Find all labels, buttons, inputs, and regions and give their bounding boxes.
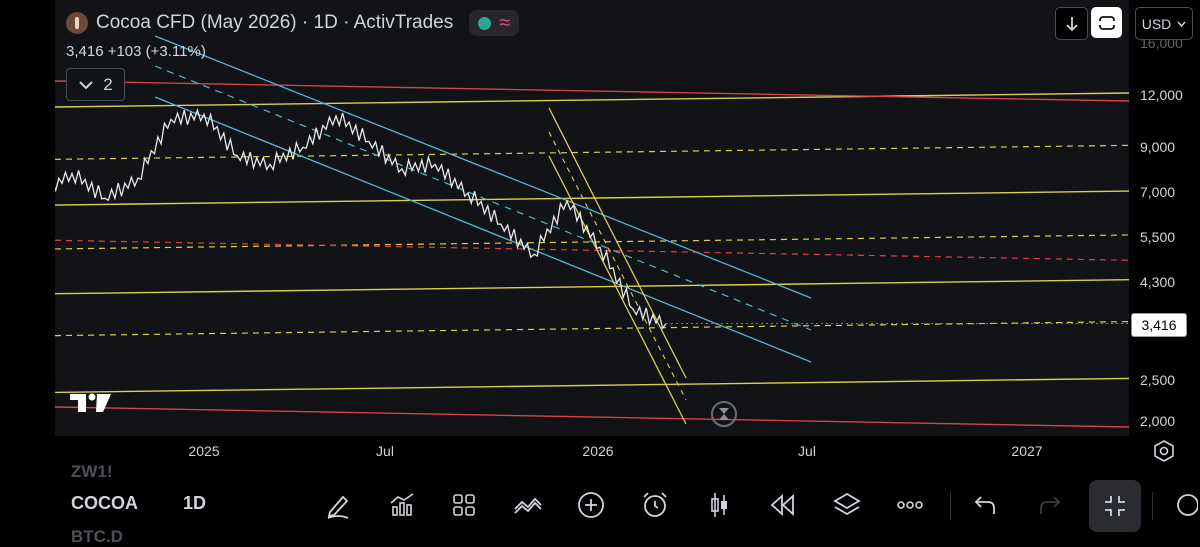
yellow-level-line xyxy=(55,279,1129,295)
add-button[interactable] xyxy=(574,488,608,522)
alert-button[interactable] xyxy=(638,488,672,522)
red-level-line xyxy=(55,406,1129,428)
channel-lower-line xyxy=(154,96,812,363)
redo-button[interactable] xyxy=(1033,488,1067,522)
more-button[interactable] xyxy=(893,488,927,522)
redo-icon xyxy=(1040,496,1061,514)
yellow-level-line xyxy=(55,92,1129,108)
market-open-icon xyxy=(478,16,492,30)
plot-panel[interactable] xyxy=(55,0,1129,436)
hourglass-icon[interactable] xyxy=(711,401,737,427)
time-tick: Jul xyxy=(376,443,394,459)
fullscreen-icon xyxy=(1097,15,1116,30)
replay-button[interactable] xyxy=(766,488,800,522)
red-level-line xyxy=(55,80,1129,102)
price-tick: 9,000 xyxy=(1140,139,1176,155)
drawing-tool-button[interactable] xyxy=(321,488,355,522)
steep-channel-line xyxy=(548,107,687,379)
currency-label: USD xyxy=(1141,15,1172,32)
layers-button[interactable] xyxy=(830,488,864,522)
chart-icon xyxy=(390,493,414,516)
gear-icon[interactable] xyxy=(1153,440,1175,462)
collapse-icon xyxy=(1105,496,1125,516)
symbol-selector[interactable]: COCOA xyxy=(71,493,138,513)
alarm-clock-icon xyxy=(643,492,667,517)
fullscreen-button[interactable] xyxy=(1091,7,1122,38)
bar-style-button[interactable] xyxy=(702,488,736,522)
indicator-count: 2 xyxy=(103,74,113,94)
plus-circle-icon xyxy=(578,492,604,518)
time-tick: 2025 xyxy=(188,443,220,459)
price-tick: 12,000 xyxy=(1140,87,1183,103)
layouts-button[interactable] xyxy=(447,488,481,522)
toolbar-divider xyxy=(950,492,951,520)
arrow-down-icon xyxy=(1065,16,1078,31)
more-icon xyxy=(897,501,923,509)
time-axis[interactable] xyxy=(55,436,1129,470)
chevron-down-icon xyxy=(79,80,93,89)
wave-icon: ≈ xyxy=(499,12,511,34)
undo-button[interactable] xyxy=(968,488,1002,522)
rewind-icon xyxy=(770,493,794,517)
time-tick: Jul xyxy=(798,443,816,459)
candles-icon xyxy=(711,493,727,517)
market-status[interactable]: ≈ xyxy=(469,10,520,36)
price-tick: 2,500 xyxy=(1140,372,1176,388)
bottom-toolbar xyxy=(0,470,1200,540)
extra-tool-button[interactable] xyxy=(1170,488,1200,522)
yellow-level-line xyxy=(55,377,1129,394)
time-tick: 2026 xyxy=(582,443,614,459)
yellow-dashed-level-line xyxy=(55,234,1129,250)
price-tick: 2,000 xyxy=(1140,413,1176,429)
grid-icon xyxy=(453,494,475,516)
channel-upper-line xyxy=(154,35,812,299)
channel-mid-line xyxy=(154,65,812,331)
yellow-dashed-level-line xyxy=(55,144,1129,160)
price-series-line xyxy=(55,108,667,330)
time-tick: 2027 xyxy=(1011,443,1043,459)
compare-button[interactable] xyxy=(511,488,545,522)
steep-channel-mid-line xyxy=(548,131,687,401)
symbol-ghost-above: ZW1! xyxy=(71,462,113,481)
currency-select[interactable]: USD xyxy=(1135,7,1193,40)
undo-icon xyxy=(974,496,995,514)
red-dashed-level-line xyxy=(55,239,1129,261)
price-tick: 5,500 xyxy=(1140,229,1176,245)
pen-icon xyxy=(327,495,349,519)
indicators-toggle[interactable]: 2 xyxy=(66,68,125,101)
price-change: 3,416 +103 (+3.11%) xyxy=(66,43,206,60)
current-price-label: 3,416 xyxy=(1131,313,1187,337)
symbol-title: Cocoa CFD (May 2026) · 1D · ActivTrades xyxy=(96,12,454,33)
steep-channel-line xyxy=(548,155,687,425)
tradingview-logo-icon xyxy=(70,393,111,412)
yellow-level-line xyxy=(55,190,1129,206)
wave-icon xyxy=(514,497,542,514)
price-tick: 4,300 xyxy=(1140,274,1176,290)
cocoa-logo-icon xyxy=(66,12,88,34)
interval-selector[interactable]: 1D xyxy=(183,493,207,513)
symbol-header[interactable]: Cocoa CFD (May 2026) · 1D · ActivTrades … xyxy=(66,10,520,36)
layers-icon xyxy=(833,492,861,516)
indicators-button[interactable] xyxy=(385,488,419,522)
circle-icon xyxy=(1177,494,1198,516)
chevron-down-icon xyxy=(1177,21,1186,27)
price-axis[interactable] xyxy=(1129,0,1200,436)
price-tick: 7,000 xyxy=(1140,184,1176,200)
price-chart[interactable] xyxy=(55,0,1129,436)
download-button[interactable] xyxy=(1055,7,1088,40)
toolbar-divider xyxy=(1152,492,1153,520)
collapse-button[interactable] xyxy=(1089,480,1141,532)
symbol-ghost-below: BTC.D xyxy=(71,527,123,546)
yellow-dashed-level-line xyxy=(55,321,1129,337)
